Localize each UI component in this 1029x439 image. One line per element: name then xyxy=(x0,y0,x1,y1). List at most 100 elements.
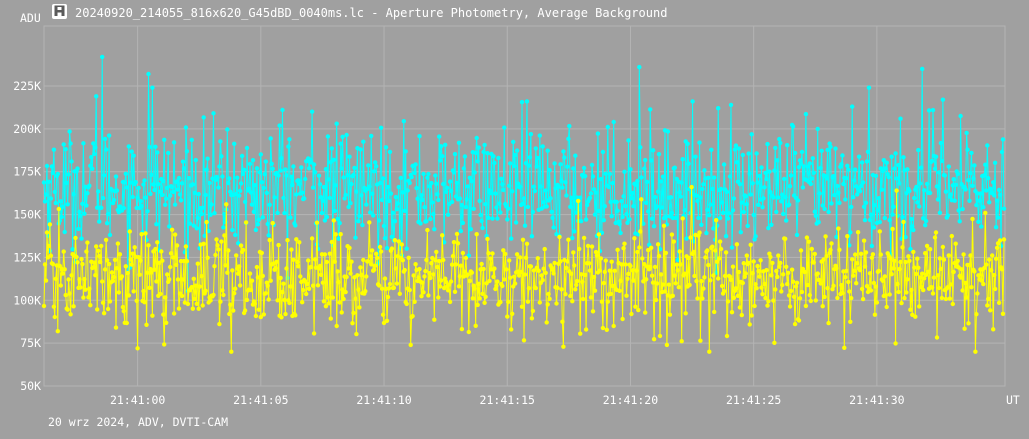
data-point xyxy=(621,246,626,251)
data-point xyxy=(577,246,582,252)
data-point xyxy=(186,176,192,181)
data-point xyxy=(820,304,825,309)
data-point xyxy=(251,209,257,214)
data-point xyxy=(172,202,178,207)
data-point xyxy=(418,221,423,226)
data-point xyxy=(580,296,586,302)
data-point xyxy=(422,274,427,279)
data-point xyxy=(162,342,167,347)
data-point xyxy=(747,322,752,327)
data-point xyxy=(178,198,184,203)
data-point xyxy=(384,245,390,251)
data-point xyxy=(168,193,173,198)
data-point xyxy=(343,289,348,295)
data-point xyxy=(690,99,695,104)
data-point xyxy=(672,165,677,170)
data-point xyxy=(523,255,529,260)
data-point xyxy=(868,212,874,217)
data-point xyxy=(455,241,461,246)
data-point xyxy=(679,339,684,344)
data-point xyxy=(60,204,65,209)
data-point xyxy=(793,284,799,289)
data-point xyxy=(707,213,712,218)
data-point xyxy=(370,191,375,196)
data-point xyxy=(770,260,775,266)
data-point xyxy=(364,274,369,279)
data-point xyxy=(53,200,58,206)
data-point xyxy=(535,256,540,261)
y-tick-label: 125K xyxy=(13,250,41,264)
data-point xyxy=(223,263,228,268)
data-point xyxy=(507,258,512,263)
data-point xyxy=(922,188,927,193)
data-point xyxy=(141,288,146,294)
data-point xyxy=(444,185,450,190)
data-point xyxy=(972,269,977,274)
data-point xyxy=(65,307,70,312)
data-point xyxy=(519,304,525,309)
data-point xyxy=(132,245,137,250)
data-point xyxy=(248,287,254,293)
data-point xyxy=(648,264,653,270)
data-point xyxy=(718,186,724,192)
data-point xyxy=(598,176,604,182)
data-point xyxy=(615,208,620,213)
data-point xyxy=(858,183,864,189)
data-point xyxy=(445,288,451,293)
data-point xyxy=(175,187,181,192)
data-point xyxy=(996,300,1002,305)
data-point xyxy=(165,185,170,191)
data-point xyxy=(526,163,532,168)
data-point xyxy=(593,190,599,195)
data-point xyxy=(748,192,753,197)
data-point xyxy=(799,289,805,295)
data-point xyxy=(282,297,287,303)
data-point xyxy=(536,268,541,273)
data-point xyxy=(776,253,781,258)
data-point xyxy=(720,210,726,215)
data-point xyxy=(860,180,866,185)
data-point xyxy=(701,286,706,291)
data-point xyxy=(855,192,860,197)
data-point xyxy=(658,179,664,184)
data-point xyxy=(625,220,630,225)
data-point xyxy=(237,188,243,194)
data-point xyxy=(622,169,627,174)
data-point xyxy=(109,270,115,275)
data-point xyxy=(875,208,881,213)
data-point xyxy=(711,273,716,278)
data-point xyxy=(689,184,694,190)
data-point xyxy=(116,290,122,295)
data-point xyxy=(887,292,892,297)
data-point xyxy=(49,164,55,169)
data-point xyxy=(857,268,863,273)
data-point xyxy=(732,147,738,152)
data-point xyxy=(504,267,509,272)
data-point xyxy=(439,144,444,149)
data-point xyxy=(278,168,283,173)
data-point xyxy=(781,211,786,217)
data-point xyxy=(743,271,748,276)
data-point xyxy=(534,164,539,169)
data-point xyxy=(762,281,767,287)
data-point xyxy=(240,171,246,177)
data-point xyxy=(786,202,792,207)
data-point xyxy=(797,158,803,163)
data-point xyxy=(949,233,954,239)
data-point xyxy=(43,192,49,197)
data-point xyxy=(440,233,445,238)
data-point xyxy=(617,221,622,227)
data-point xyxy=(633,304,638,309)
data-point xyxy=(588,191,594,196)
data-point xyxy=(877,219,882,225)
data-point xyxy=(524,241,530,246)
data-point xyxy=(184,149,190,154)
data-point xyxy=(760,205,765,210)
data-point xyxy=(569,195,574,200)
data-point xyxy=(297,181,302,187)
data-point xyxy=(268,136,273,141)
data-point xyxy=(351,172,356,178)
data-point xyxy=(913,314,918,319)
